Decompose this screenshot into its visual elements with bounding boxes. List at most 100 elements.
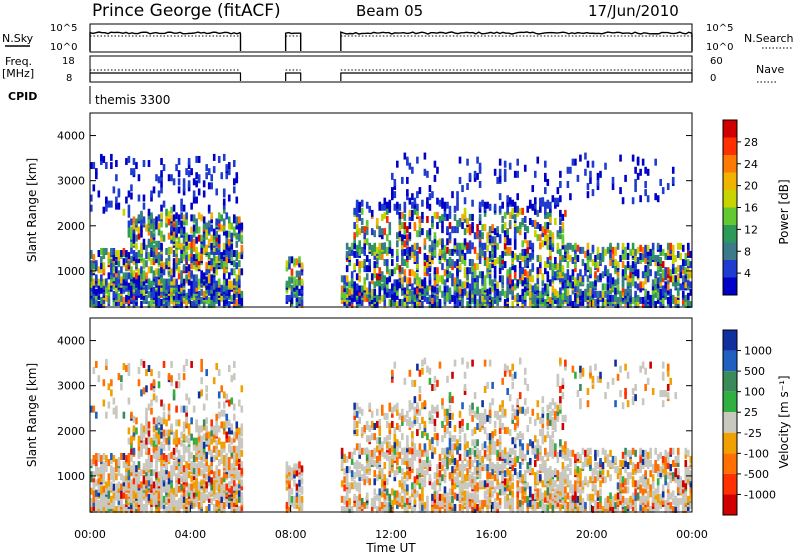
power-cell-2397 <box>616 269 620 277</box>
velocity-cell-1121 <box>225 413 229 421</box>
velocity-cell-103 <box>125 493 128 501</box>
power-cell-2110 <box>508 287 512 295</box>
power-cell-1557 <box>599 290 602 298</box>
power-cell-181 <box>157 282 161 290</box>
power-cell-1723 <box>363 277 367 285</box>
power-cell-2190 <box>538 261 542 269</box>
velocity-cell-298 <box>195 495 198 503</box>
power-cell-1629 <box>656 296 660 304</box>
power-cell-2609 <box>355 224 359 232</box>
power-cell-2587 <box>686 283 690 291</box>
velocity-cell-1543 <box>609 499 612 507</box>
velocity-cell-274 <box>185 489 188 497</box>
velocity-cell-292 <box>192 495 196 503</box>
power-cell-1404 <box>486 296 489 304</box>
power-cell-1625 <box>651 294 655 302</box>
power-cell-1941 <box>443 250 447 258</box>
power-cell-1431 <box>503 290 507 298</box>
velocity-cell-1136 <box>285 501 289 509</box>
power-cell-1996 <box>463 259 467 267</box>
velocity-cell-1766 <box>383 451 387 459</box>
power-cell-3012 <box>478 180 482 188</box>
power-cell-1848 <box>413 277 417 285</box>
power-cell-1280 <box>396 301 399 308</box>
power-cell-2945 <box>551 236 555 244</box>
power-cell-1018 <box>102 206 106 214</box>
power-cell-1339 <box>438 298 442 306</box>
velocity-cell-1801 <box>398 466 402 474</box>
power-cell-2198 <box>544 283 547 291</box>
power-cell-1449 <box>521 296 525 304</box>
power-cell-2299 <box>579 279 582 287</box>
power-cell-2723 <box>426 230 429 238</box>
velocity-cell-1827 <box>408 464 412 472</box>
power-cell-768 <box>135 218 138 226</box>
power-cell-2159 <box>526 271 530 279</box>
velocity-cell-1010 <box>240 441 244 449</box>
power-cell-182 <box>160 298 163 306</box>
power-cell-3049 <box>566 166 570 174</box>
power-cell-2818 <box>483 201 487 209</box>
power-cell-1057 <box>147 160 151 168</box>
velocity-cell-1606 <box>654 497 657 505</box>
velocity-cell-654 <box>195 475 198 483</box>
velocity-cell-3 <box>90 497 93 505</box>
power-cell-1994 <box>463 271 467 279</box>
velocity-cell-1481 <box>566 506 570 513</box>
velocity-cell-1028 <box>110 379 113 387</box>
power-cell-107 <box>130 284 133 292</box>
power-cell-2608 <box>355 230 359 238</box>
power-cell-1889 <box>428 283 432 291</box>
power-cell-509 <box>132 276 136 284</box>
power-cell-408 <box>90 272 93 280</box>
velocity-cell-1600 <box>649 506 652 513</box>
power-cell-2782 <box>463 215 467 223</box>
velocity-cell-1078 <box>170 379 173 387</box>
power-cell-707 <box>222 260 226 268</box>
velocity-cell-383 <box>232 499 236 507</box>
power-cell-935 <box>210 242 213 250</box>
power-cell-1795 <box>391 269 394 277</box>
power-cell-687 <box>212 266 216 274</box>
power-cell-405 <box>240 290 244 298</box>
power-cell-2378 <box>611 283 615 291</box>
power-cell-1020 <box>105 204 108 212</box>
power-cell-1956 <box>451 279 454 287</box>
power-cell-1054 <box>142 194 146 202</box>
power-cell-2133 <box>516 254 520 262</box>
nsky-segment-0 <box>89 31 242 51</box>
power-cell-2034 <box>478 248 482 256</box>
power-cell-1673 <box>340 285 344 293</box>
power-cell-89 <box>125 294 128 302</box>
power-cell-2563 <box>676 273 680 281</box>
power-cell-2932 <box>546 211 550 219</box>
velocity-cell-977 <box>222 427 226 435</box>
velocity-cell-1764 <box>383 474 387 482</box>
velocity-cell-1254 <box>388 493 392 501</box>
velocity-cell-1612 <box>659 501 662 509</box>
power-cell-1738 <box>368 242 372 250</box>
power-cell-938 <box>210 216 213 224</box>
power-cell-1558 <box>601 301 605 308</box>
power-cell-1125 <box>222 202 226 210</box>
velocity-cell-26 <box>100 503 103 511</box>
power-cell-2175 <box>531 250 535 258</box>
power-cell-1682 <box>345 265 349 273</box>
power-cell-209 <box>167 292 171 300</box>
power-cell-2586 <box>684 252 688 260</box>
velocity-cell-132 <box>132 489 136 497</box>
power-cell-2166 <box>528 275 532 283</box>
power-cell-641 <box>192 274 196 282</box>
power-cell-2784 <box>463 207 467 215</box>
power-cell-2266 <box>566 269 570 277</box>
velocity-cell-1040 <box>127 369 131 377</box>
power-cell-906 <box>197 234 201 242</box>
velocity-cell-1112 <box>217 401 221 409</box>
velocity-cell-1776 <box>388 447 392 455</box>
power-cell-2201 <box>546 287 550 295</box>
power-cell-1910 <box>433 279 437 287</box>
power-cell-455 <box>112 270 116 278</box>
power-cell-2124 <box>511 250 514 258</box>
power-cell-1071 <box>162 164 166 172</box>
power-cell-2150 <box>523 261 527 269</box>
